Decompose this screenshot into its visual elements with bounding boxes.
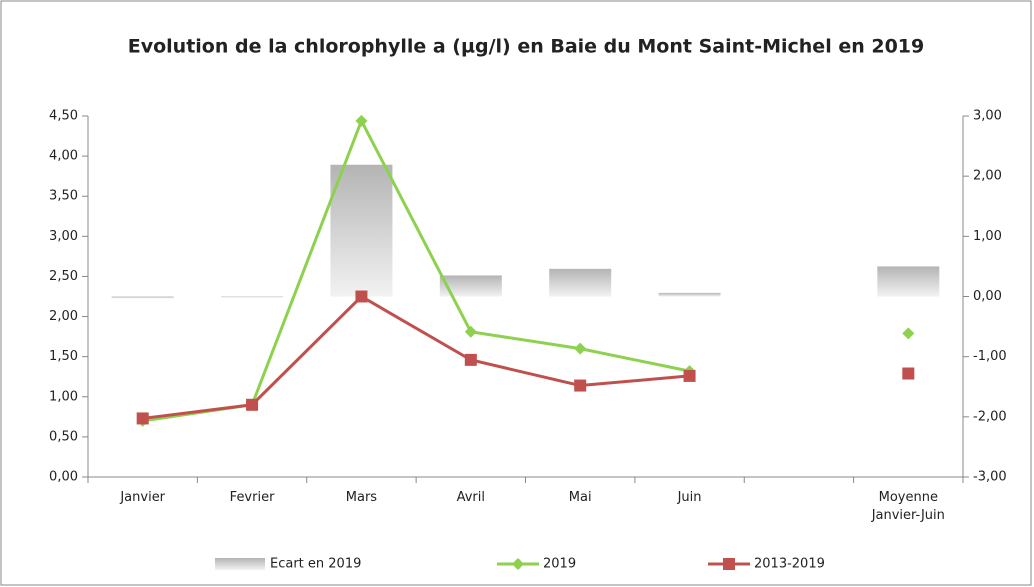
- y-tick-label: 2,00: [49, 309, 78, 324]
- bar: [111, 296, 174, 299]
- y-tick-label: 4,00: [49, 149, 78, 164]
- x-tick-label: Janvier: [120, 490, 166, 505]
- legend-label: 2019: [543, 557, 576, 572]
- y2-tick-label: -2,00: [973, 409, 1007, 424]
- y-tick-label: 3,00: [49, 229, 78, 244]
- point: [902, 367, 915, 380]
- x-tick-label: Juin: [677, 490, 702, 505]
- x-tick-label: Avril: [456, 490, 486, 505]
- point: [683, 369, 696, 382]
- y-tick-label: 0,00: [49, 470, 78, 485]
- x-tick-label: Moyenne Janvier-Juin: [871, 490, 945, 523]
- chart-title: Evolution de la chlorophylle a (µg/l) en…: [128, 36, 924, 58]
- point: [355, 290, 368, 303]
- line: [142, 294, 690, 420]
- point: [355, 114, 368, 127]
- x-tick-label: Mars: [345, 490, 378, 505]
- point: [464, 353, 477, 366]
- bar: [549, 268, 612, 297]
- y-tick-label: 0,50: [49, 429, 78, 444]
- bar: [877, 266, 940, 297]
- y-tick-label: 3,50: [49, 189, 78, 204]
- legend-marker: [512, 558, 524, 570]
- point: [574, 379, 587, 392]
- y2-tick-label: 0,00: [973, 289, 1002, 304]
- x-tick-label: Mai: [568, 490, 592, 505]
- point: [574, 342, 587, 355]
- y2-tick-label: 3,00: [973, 109, 1002, 124]
- y-tick-label: 2,50: [49, 269, 78, 284]
- legend-label: 2013-2019: [754, 557, 825, 572]
- y-tick-label: 1,00: [49, 389, 78, 404]
- point: [902, 327, 915, 340]
- y-tick-label: 1,50: [49, 349, 78, 364]
- y2-tick-label: -3,00: [973, 470, 1007, 485]
- point: [464, 325, 477, 338]
- y2-tick-label: 2,00: [973, 169, 1002, 184]
- bar: [221, 296, 284, 298]
- y-tick-label: 4,50: [49, 109, 78, 124]
- y2-tick-label: -1,00: [973, 349, 1007, 364]
- point: [136, 412, 149, 425]
- bar: [439, 275, 502, 297]
- bar: [330, 164, 393, 297]
- y2-tick-label: 1,00: [973, 229, 1002, 244]
- legend-swatch: [215, 558, 265, 570]
- x-tick-label: Fevrier: [229, 490, 275, 505]
- bar: [658, 292, 721, 297]
- legend-label: Ecart en 2019: [270, 557, 361, 572]
- legend-marker: [723, 558, 735, 570]
- point: [246, 398, 259, 411]
